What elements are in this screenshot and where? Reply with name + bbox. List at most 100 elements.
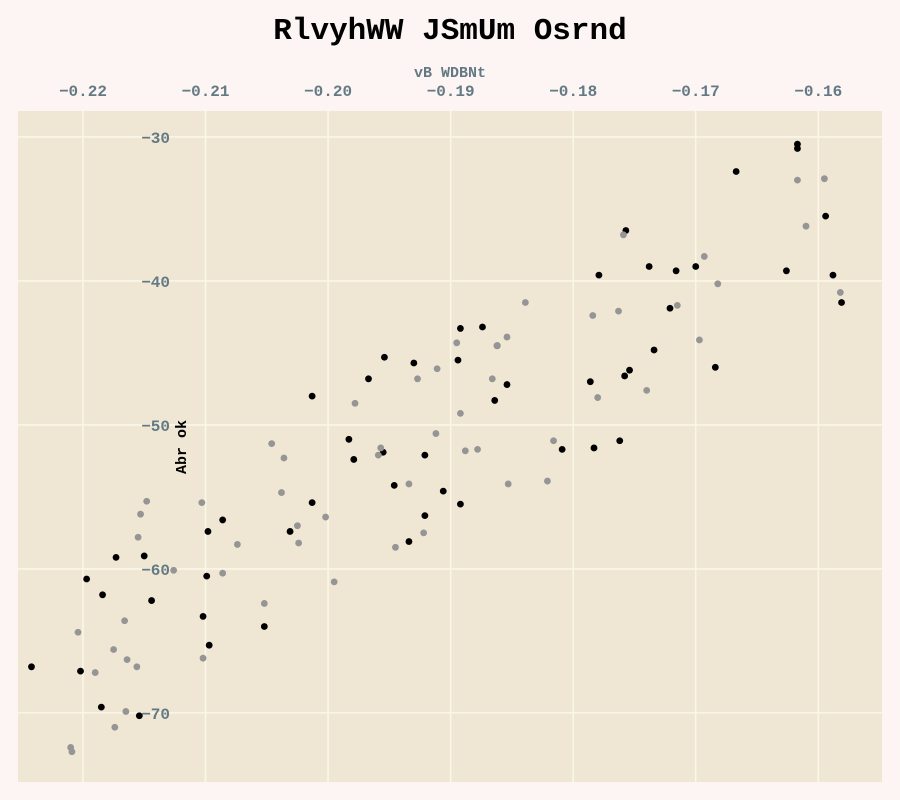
data-point (77, 667, 84, 675)
data-point (99, 591, 106, 599)
data-point (280, 454, 288, 462)
data-point (91, 669, 99, 676)
data-point (374, 451, 382, 459)
data-point (479, 323, 486, 331)
data-point (123, 656, 131, 664)
data-point (503, 333, 511, 341)
y-axis-tick-labels: −30 −40 −50 −60 −70 (141, 130, 170, 724)
data-point (68, 748, 76, 756)
data-point (219, 516, 227, 524)
data-point (421, 451, 429, 459)
data-point (260, 623, 268, 630)
data-point (439, 487, 447, 495)
data-point (714, 280, 722, 288)
data-point (260, 600, 268, 607)
data-point (645, 263, 653, 270)
data-point (28, 663, 35, 671)
data-point (111, 723, 119, 731)
data-point (650, 346, 658, 354)
data-point (672, 267, 680, 275)
data-point (590, 444, 598, 452)
data-point (365, 375, 372, 383)
data-point (390, 481, 398, 489)
data-point (199, 654, 207, 662)
data-point (700, 253, 708, 260)
data-point (381, 353, 388, 361)
data-point (838, 299, 845, 306)
data-point (322, 513, 330, 521)
data-point (143, 497, 151, 505)
data-point (454, 356, 462, 364)
data-point (410, 359, 418, 367)
x-tick-label: −0.19 (427, 83, 475, 101)
data-point (432, 430, 440, 437)
data-point (137, 510, 144, 518)
data-point (586, 378, 594, 386)
x-tick-label: −0.22 (59, 83, 107, 101)
y-tick-label: −30 (141, 130, 170, 148)
y-tick-label: −50 (141, 418, 170, 436)
data-point (521, 299, 529, 306)
data-point (643, 386, 651, 394)
y-tick-label: −40 (141, 274, 170, 292)
data-point (294, 522, 301, 530)
data-point (836, 289, 844, 296)
data-point (83, 575, 91, 583)
data-point (666, 304, 674, 312)
chart-title: RlvyhWW JSmUm Osrnd (273, 14, 626, 49)
data-point (233, 541, 241, 548)
data-point (794, 176, 801, 184)
data-point (558, 445, 566, 453)
data-point (420, 529, 428, 537)
x-axis-title: vB WDBNt (414, 65, 486, 82)
data-point (405, 538, 413, 545)
data-point (626, 366, 633, 374)
data-point (219, 569, 227, 577)
data-point (121, 617, 129, 625)
data-point (695, 336, 703, 344)
data-point (110, 646, 117, 653)
data-point (140, 552, 148, 560)
data-point (783, 267, 790, 275)
data-point (615, 307, 622, 315)
data-point (616, 437, 624, 445)
data-point (330, 578, 338, 586)
x-tick-label: −0.20 (304, 83, 352, 101)
data-point (295, 539, 303, 547)
x-tick-label: −0.18 (549, 83, 597, 101)
data-point (821, 175, 828, 183)
data-point (594, 394, 602, 401)
data-point (457, 409, 464, 417)
data-point (550, 437, 557, 445)
data-point (204, 528, 212, 535)
data-point (199, 613, 207, 620)
y-tick-label: −60 (141, 562, 170, 580)
data-point (457, 500, 464, 508)
data-point (170, 566, 178, 574)
data-point (453, 339, 461, 347)
data-point (461, 447, 469, 455)
data-point (405, 480, 413, 488)
data-point (544, 477, 551, 485)
data-point (286, 528, 294, 535)
data-point (205, 641, 213, 649)
x-axis-tick-labels: −0.22 −0.21 −0.20 −0.19 −0.18 −0.17 −0.16 (59, 83, 842, 101)
data-point (74, 628, 82, 636)
x-tick-label: −0.16 (794, 83, 842, 101)
data-point (621, 372, 629, 380)
data-point (122, 708, 130, 715)
data-point (673, 301, 681, 309)
data-point (589, 312, 597, 319)
data-point (203, 572, 211, 580)
data-point (350, 456, 358, 463)
data-point (457, 325, 464, 332)
data-point (198, 499, 206, 507)
data-point (134, 533, 142, 541)
data-point (504, 480, 512, 488)
data-point (278, 489, 285, 496)
data-point (133, 663, 141, 671)
data-point (112, 553, 120, 561)
data-point (97, 703, 105, 711)
y-axis-title: Abr ok (174, 420, 191, 474)
